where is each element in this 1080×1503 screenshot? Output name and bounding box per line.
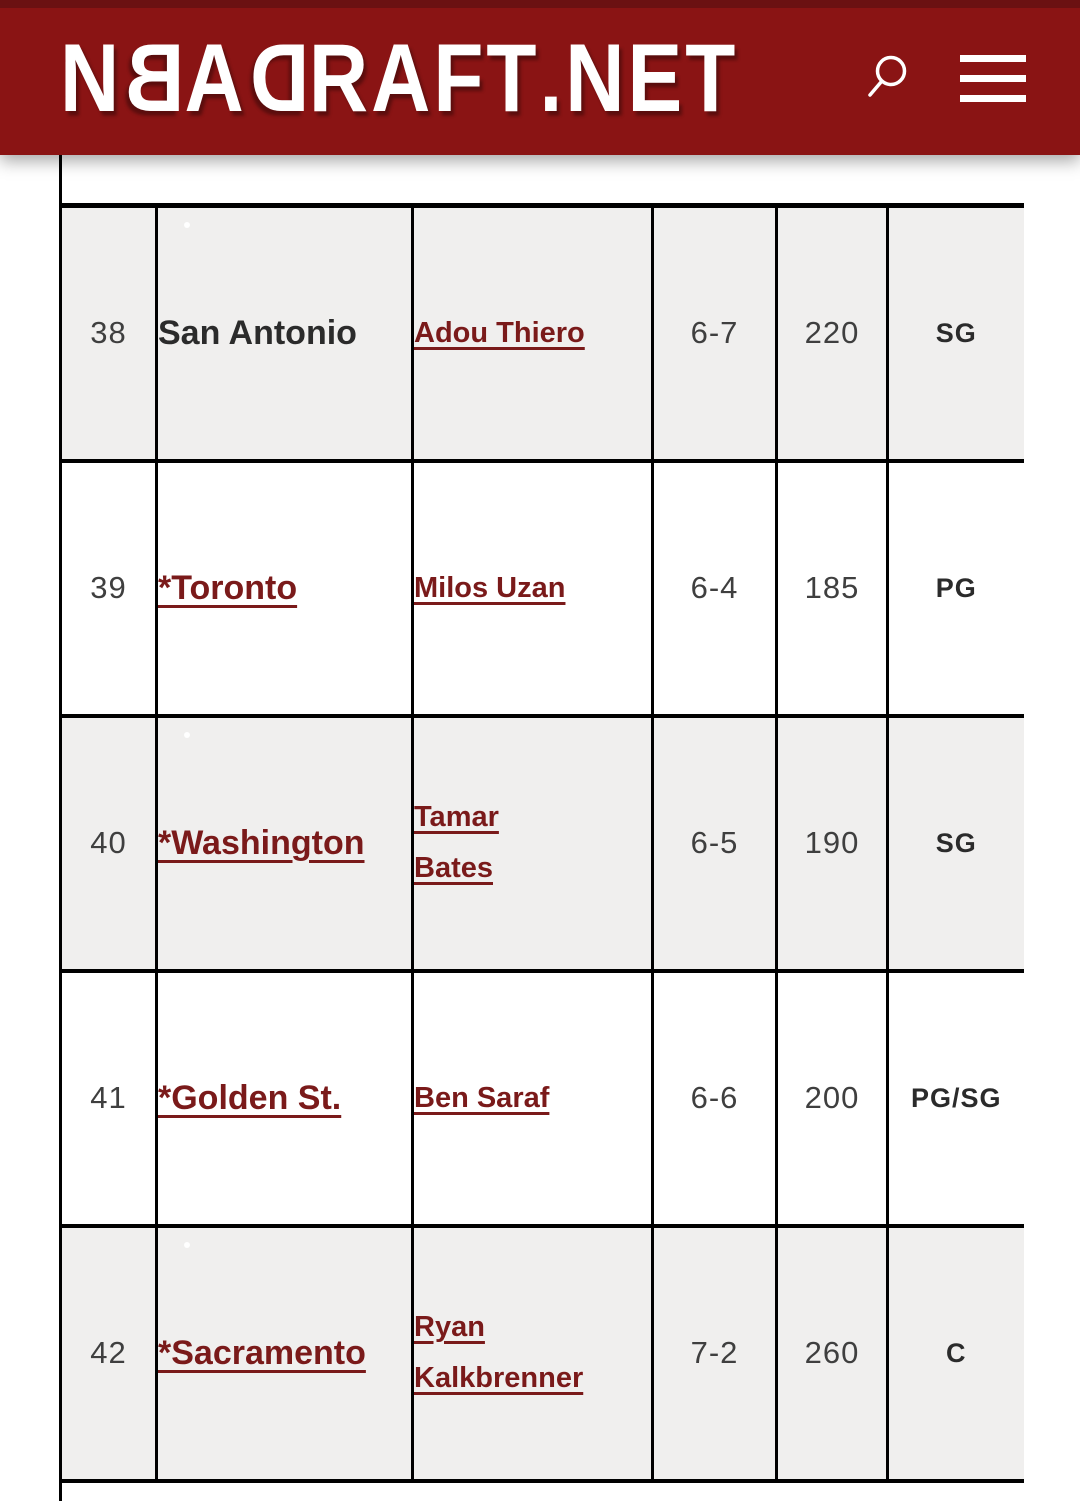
weight-cell: 190 [775,713,889,973]
weight-cell: 220 [775,203,889,463]
height-cell: 6-7 [651,203,778,463]
player-cell: Ben Saraf [411,968,654,1228]
team-link[interactable]: *Toronto [158,568,298,607]
height-cell: 6-4 [651,458,778,718]
weight-cell: 260 [775,1223,889,1483]
position-cell: PG [886,458,1024,718]
player-link[interactable]: Milos Uzan [414,571,566,604]
team-link[interactable]: *Sacramento [158,1333,366,1372]
team-link[interactable]: *Golden St. [158,1078,342,1117]
team-cell: *Toronto [155,458,414,718]
header-main: NBADRAFT.NET [0,8,1080,155]
player-cell: Ryan Kalkbrenner [411,1223,654,1483]
menu-button[interactable] [960,55,1026,102]
table-row: 41 *Golden St. Ben Saraf 6-6 200 PG/SG [59,968,1024,1228]
player-link[interactable]: Adou Thiero [414,316,585,349]
height-cell: 7-2 [651,1223,778,1483]
team-logo-placeholder-dot [184,476,190,483]
player-cell: Milos Uzan [411,458,654,718]
site-logo[interactable]: NBADRAFT.NET [60,24,739,132]
player-cell: Tamar Bates [411,713,654,973]
rank-cell: 38 [59,203,158,463]
team-link[interactable]: *Washington [158,823,365,862]
weight-cell: 200 [775,968,889,1228]
position-cell: SG [886,203,1024,463]
table-row: 42 *Sacramento Ryan Kalkbrenner 7-2 260 … [59,1223,1024,1483]
player-cell: Adou Thiero [411,203,654,463]
height-cell: 6-6 [651,968,778,1228]
position-cell: PG/SG [886,968,1024,1228]
rank-cell: 42 [59,1223,158,1483]
team-cell: *Sacramento [155,1223,414,1483]
search-button[interactable] [858,51,914,107]
player-link[interactable]: Ryan Kalkbrenner [414,1311,584,1394]
partial-row-top [59,155,1022,203]
mock-draft-table: 38 San Antonio Adou Thiero 6-7 220 SG 39… [59,203,1024,1483]
rank-cell: 40 [59,713,158,973]
hamburger-icon [960,55,1026,102]
team-name: San Antonio [158,313,357,352]
team-logo-placeholder-dot [184,986,190,993]
search-icon [858,55,914,110]
team-logo-placeholder-dot [184,731,190,738]
table-row: 38 San Antonio Adou Thiero 6-7 220 SG [59,203,1024,463]
team-cell: *Washington [155,713,414,973]
header-top-strip [0,0,1080,8]
team-logo-placeholder-dot [184,1241,190,1248]
team-cell: *Golden St. [155,968,414,1228]
partial-row-bottom [59,1482,1022,1501]
player-link[interactable]: Tamar Bates [414,801,499,884]
table-row: 39 *Toronto Milos Uzan 6-4 185 PG [59,458,1024,718]
position-cell: C [886,1223,1024,1483]
team-cell: San Antonio [155,203,414,463]
rank-cell: 41 [59,968,158,1228]
position-cell: SG [886,713,1024,973]
table-row: 40 *Washington Tamar Bates 6-5 190 SG [59,713,1024,973]
site-header: NBADRAFT.NET [0,0,1080,155]
header-icons [858,51,1026,107]
draft-table-section: 38 San Antonio Adou Thiero 6-7 220 SG 39… [59,155,1024,1501]
weight-cell: 185 [775,458,889,718]
player-link[interactable]: Ben Saraf [414,1081,550,1114]
team-logo-placeholder-dot [184,222,190,228]
height-cell: 6-5 [651,713,778,973]
rank-cell: 39 [59,458,158,718]
